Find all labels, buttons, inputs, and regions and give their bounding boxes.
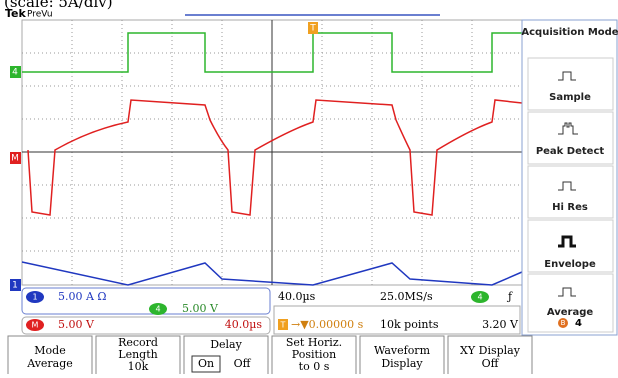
- ch4-marker-label: 4: [12, 68, 18, 78]
- button-label[interactable]: Waveform: [374, 344, 431, 357]
- badge-label: 4: [155, 305, 160, 314]
- scope-screen: (scale: 5A/div) Tek PreVu 4 M 1 T Acquis…: [0, 0, 618, 374]
- button-label[interactable]: On: [198, 357, 214, 370]
- brand: Tek: [5, 7, 27, 20]
- button-label[interactable]: Display: [381, 357, 423, 370]
- badge-label: B: [561, 319, 566, 327]
- menu-item-label[interactable]: Hi Res: [552, 202, 588, 213]
- button-label[interactable]: XY Display: [460, 344, 521, 357]
- button-label[interactable]: Delay: [210, 338, 242, 351]
- button-label[interactable]: Average: [26, 357, 73, 370]
- badge-label: 1: [32, 293, 37, 302]
- record: 10k points: [380, 318, 439, 331]
- math-marker-label: M: [11, 154, 19, 164]
- menu-item[interactable]: [528, 274, 613, 332]
- button-label[interactable]: to 0 s: [299, 360, 330, 373]
- button-label[interactable]: Mode: [34, 344, 65, 357]
- ch1-marker-label: 1: [12, 281, 18, 291]
- menu-item-label[interactable]: Average: [547, 307, 594, 318]
- trig-slope: ƒ: [506, 290, 513, 303]
- trigger-marker-label: T: [309, 24, 316, 34]
- badge-label: 4: [477, 293, 482, 302]
- menu-item-label[interactable]: Peak Detect: [536, 146, 605, 157]
- prevu: PreVu: [27, 10, 53, 20]
- bottom-menu: Mode Average Record Length 10k Delay On …: [8, 336, 532, 374]
- trig-level: 3.20 V: [482, 318, 519, 331]
- average-count: 4: [575, 318, 582, 329]
- menu-item-label[interactable]: Sample: [549, 92, 591, 103]
- badge-label: M: [32, 321, 39, 330]
- badge-label: T: [280, 321, 286, 330]
- button-label[interactable]: Off: [482, 357, 500, 370]
- button-label[interactable]: Off: [234, 357, 252, 370]
- menu-title: Acquisition Mode: [521, 27, 618, 38]
- ch4-scale: 5.00 V: [182, 302, 219, 315]
- math-time: 40.0µs: [225, 318, 263, 331]
- button-label[interactable]: 10k: [128, 360, 149, 373]
- math-trace: [28, 100, 522, 215]
- timebase: 40.0µs: [278, 290, 316, 303]
- position: →▼0.00000 s: [291, 318, 364, 331]
- math-scale: 5.00 V: [58, 318, 95, 331]
- menu-item-label[interactable]: Envelope: [544, 259, 596, 270]
- sample-rate: 25.0MS/s: [380, 290, 433, 303]
- ch1-scale: 5.00 A Ω: [58, 290, 107, 303]
- menu-items: Sample Peak Detect Hi Res Envelope Avera…: [528, 58, 613, 332]
